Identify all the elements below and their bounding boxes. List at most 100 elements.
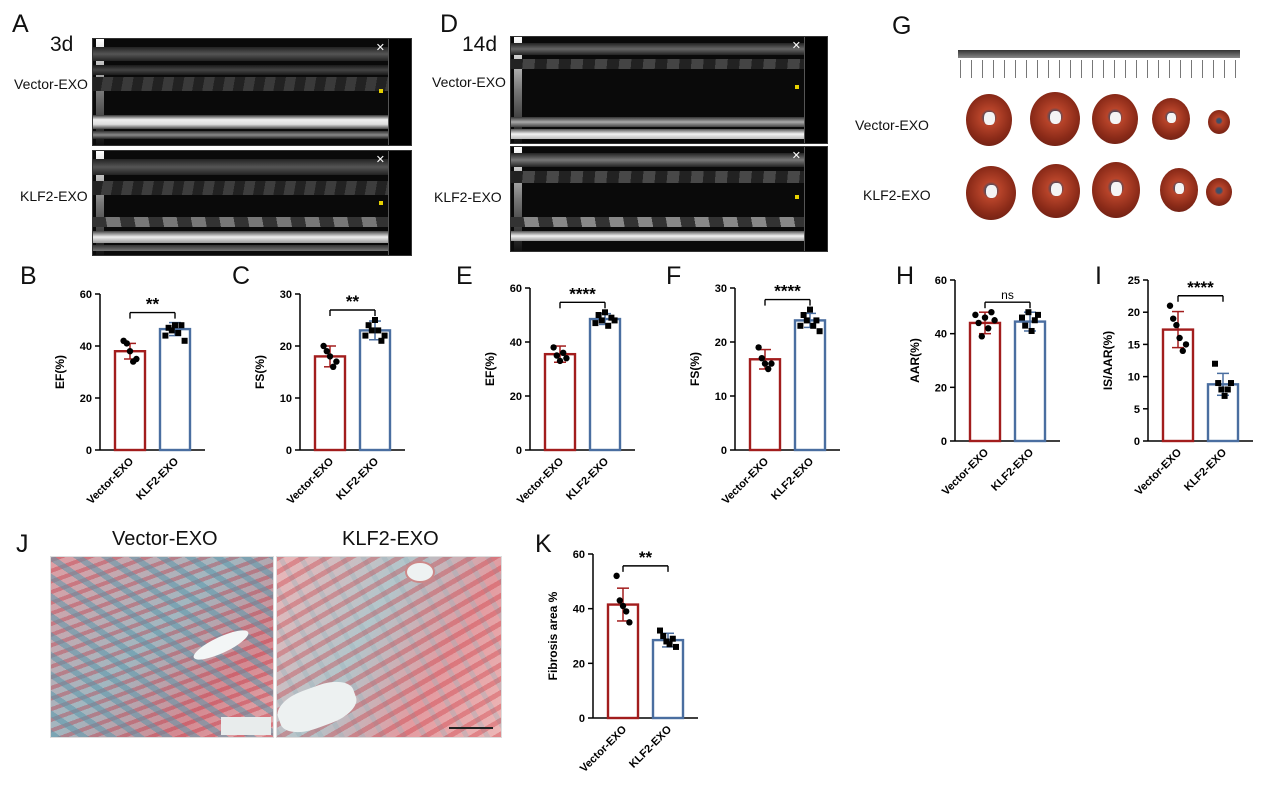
x-tick-label: Vector-EXO — [285, 455, 337, 507]
significance-label: ns — [1001, 288, 1014, 302]
data-point — [598, 317, 605, 324]
data-point — [657, 627, 663, 634]
data-point — [165, 324, 172, 331]
data-point — [592, 320, 599, 327]
data-point — [1212, 360, 1218, 367]
data-point — [608, 314, 615, 321]
echo-time-14d: 14d — [462, 33, 498, 56]
panel-label-b: B — [20, 262, 37, 290]
data-point — [991, 317, 998, 324]
data-point — [616, 597, 623, 604]
x-tick-label: KLF2-EXO — [1182, 446, 1229, 493]
y-tick-label: 10 — [715, 391, 727, 403]
data-point — [765, 365, 772, 373]
y-tick-label: 25 — [1128, 275, 1140, 287]
data-point — [178, 322, 185, 329]
data-point — [800, 312, 807, 318]
y-tick-label: 20 — [510, 391, 522, 403]
data-point — [1215, 380, 1222, 387]
data-point — [330, 363, 337, 370]
y-tick-label: 20 — [935, 382, 947, 394]
bar — [748, 358, 782, 452]
chart-k: 0 20 40 60 Fibrosis area % Vector-EXOKLF2-EXO… — [546, 548, 698, 775]
echo-marker-icon: ✕ — [375, 41, 385, 54]
echo-image-d-vector: ✕ — [510, 36, 828, 144]
data-point — [666, 641, 673, 648]
x-tick-label: Vector-EXO — [85, 455, 137, 507]
x-tick-label: Vector-EXO — [515, 455, 567, 507]
data-point — [333, 358, 340, 365]
data-point — [181, 337, 188, 344]
bar — [588, 317, 622, 452]
data-point — [162, 332, 169, 339]
y-tick-label: 40 — [935, 329, 947, 341]
panel-label-i: I — [1095, 262, 1102, 290]
data-point — [320, 342, 327, 350]
data-point — [619, 602, 627, 610]
data-point — [1224, 386, 1231, 393]
y-tick-label: 0 — [941, 436, 947, 448]
data-point — [803, 317, 810, 324]
y-tick-label: 60 — [510, 283, 522, 295]
data-point — [1218, 386, 1225, 393]
data-point — [362, 332, 369, 339]
data-point — [172, 322, 178, 329]
ttc-heart-slices-image — [956, 46, 1242, 230]
echo-image-a-vector: ✕ — [92, 38, 412, 146]
data-point — [755, 344, 762, 351]
echo-marker-icon: ✕ — [791, 39, 801, 52]
data-point — [323, 348, 330, 355]
echo-a-row1-label: Vector-EXO — [14, 76, 88, 92]
data-point — [1176, 334, 1183, 342]
data-point — [626, 619, 633, 626]
data-point — [556, 357, 564, 365]
y-tick-label: 60 — [573, 549, 585, 561]
data-point — [1035, 311, 1041, 318]
data-point — [1025, 309, 1032, 316]
data-point — [1031, 317, 1038, 324]
significance-label: **** — [1187, 278, 1214, 297]
data-point — [123, 340, 130, 347]
data-point — [378, 337, 385, 344]
y-tick-label: 0 — [286, 445, 292, 457]
y-tick-label: 30 — [715, 283, 727, 295]
data-point — [133, 355, 140, 363]
x-tick-label: KLF2-EXO — [564, 455, 611, 502]
echo-marker-icon: ✕ — [791, 149, 801, 162]
y-tick-label: 20 — [80, 393, 92, 405]
hearts-row1-label: Vector-EXO — [855, 117, 929, 133]
data-point — [1182, 341, 1190, 348]
y-tick-label: 60 — [935, 275, 947, 287]
ruler — [958, 50, 1240, 58]
data-point — [797, 322, 804, 329]
panel-label-a: A — [12, 10, 29, 38]
data-point — [1019, 314, 1025, 321]
data-point — [810, 322, 817, 329]
x-tick-label: Vector-EXO — [720, 455, 772, 507]
panel-label-d: D — [440, 10, 459, 38]
hearts-row2-label: KLF2-EXO — [863, 187, 931, 203]
bar — [793, 319, 827, 452]
data-point — [1022, 322, 1029, 329]
x-tick-label: KLF2-EXO — [627, 723, 674, 770]
significance-label: **** — [774, 282, 801, 301]
data-point — [595, 312, 602, 318]
data-point — [1173, 321, 1180, 329]
y-axis-label: EF(%) — [53, 355, 67, 389]
y-tick-label: 5 — [1134, 404, 1140, 416]
data-point — [975, 319, 982, 327]
bar — [606, 603, 640, 720]
y-tick-label: 40 — [573, 604, 585, 616]
data-point — [1179, 347, 1186, 355]
echo-marker-icon: ✕ — [375, 153, 385, 166]
y-axis-label: EF(%) — [483, 352, 497, 386]
y-tick-label: 40 — [80, 341, 92, 353]
echo-d-row2-label: KLF2-EXO — [434, 189, 502, 205]
data-point — [758, 355, 765, 362]
panel-label-f: F — [666, 262, 682, 290]
significance-label: ** — [639, 548, 653, 567]
y-tick-label: 20 — [280, 341, 292, 353]
